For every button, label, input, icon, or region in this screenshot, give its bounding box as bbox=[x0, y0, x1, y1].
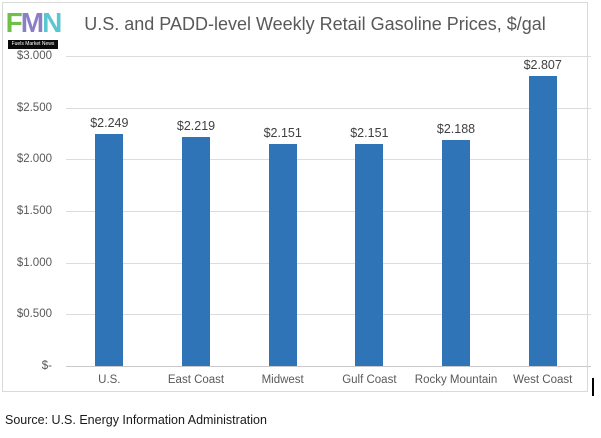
logo-letter-f: F bbox=[5, 7, 23, 38]
fmn-logo: F M N Fuels Market News bbox=[5, 4, 62, 49]
bar-column-rocky-mountain: $2.188 bbox=[413, 56, 500, 366]
x-axis-line bbox=[66, 366, 591, 367]
fmn-logo-banner-text: Fuels Market News bbox=[8, 40, 58, 49]
y-tick-label: $3.000 bbox=[16, 50, 52, 62]
grid-line bbox=[66, 314, 591, 316]
x-category-label: Gulf Coast bbox=[342, 374, 397, 386]
grid-line bbox=[66, 56, 591, 57]
bar-column-gulf-coast: $2.151 bbox=[326, 56, 413, 366]
logo-letter-m: M bbox=[20, 7, 44, 38]
bar-east-coast bbox=[182, 136, 210, 366]
x-axis-labels: U.S. East Coast Midwest Gulf Coast Rocky Mou… bbox=[66, 374, 586, 386]
bar-column-midwest: $2.151 bbox=[239, 56, 326, 366]
logo-letter-n: N bbox=[42, 7, 62, 38]
bar-u-s bbox=[95, 133, 124, 366]
grid-line bbox=[66, 262, 591, 264]
bar-value-label: $2.188 bbox=[436, 121, 476, 136]
y-tick-label: $1.000 bbox=[16, 256, 52, 269]
y-tick-label: $- bbox=[41, 360, 52, 372]
bar-value-label: $2.249 bbox=[90, 115, 129, 130]
text-cursor bbox=[592, 378, 594, 396]
chart-title: U.S. and PADD-level Weekly Retail Gasoli… bbox=[84, 14, 546, 34]
bar-midwest bbox=[268, 143, 297, 366]
y-tick-label: $2.500 bbox=[16, 101, 52, 114]
bar-west-coast bbox=[528, 75, 557, 366]
x-category-label: Midwest bbox=[261, 374, 304, 386]
source-note: Source: U.S. Energy Information Administ… bbox=[5, 413, 267, 427]
x-category-label: East Coast bbox=[167, 374, 225, 386]
bar-value-label: $2.219 bbox=[176, 118, 216, 133]
y-tick-label: $0.500 bbox=[16, 308, 52, 321]
fmn-logo-letters: F M N bbox=[5, 4, 62, 40]
chart-container[interactable]: F M N Fuels Market News U.S. and PADD-le… bbox=[2, 2, 591, 392]
bar-column-east-coast: $2.219 bbox=[153, 56, 240, 366]
bar-column-west-coast: $2.807 bbox=[499, 56, 586, 366]
bar-rocky-mountain bbox=[442, 139, 471, 366]
plot-area: $2.249 $2.219 $2.151 $2.151 $2.188 $2.807 bbox=[66, 56, 591, 367]
grid-line bbox=[66, 211, 591, 212]
bar-gulf-coast bbox=[355, 143, 384, 366]
bar-value-label: $2.807 bbox=[523, 57, 562, 72]
bar-column-u-s: $2.249 bbox=[66, 56, 153, 366]
x-category-label: West Coast bbox=[513, 374, 573, 386]
y-tick-label: $1.500 bbox=[16, 205, 52, 217]
bars-layer: $2.249 $2.219 $2.151 $2.151 $2.188 $2.807 bbox=[66, 56, 586, 366]
y-tick-label: $2.000 bbox=[16, 153, 52, 166]
bar-value-label: $2.151 bbox=[350, 125, 389, 140]
x-category-label: U.S. bbox=[98, 374, 121, 386]
bar-value-label: $2.151 bbox=[263, 125, 302, 140]
x-category-label: Rocky Mountain bbox=[414, 374, 498, 386]
grid-line bbox=[66, 159, 591, 161]
grid-line bbox=[66, 107, 591, 109]
